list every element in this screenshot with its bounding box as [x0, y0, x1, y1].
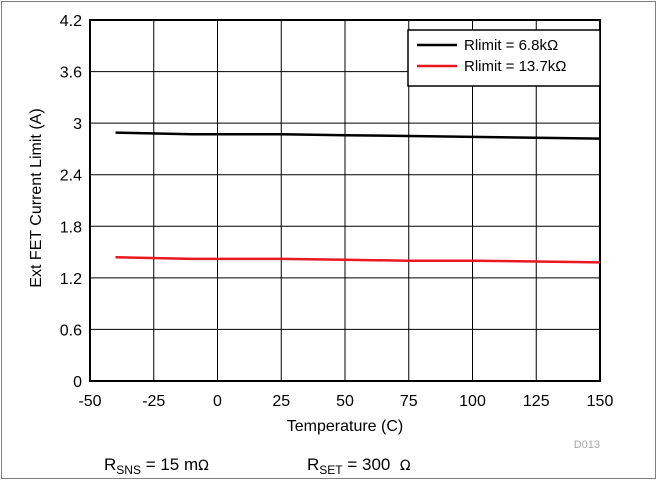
x-tick-label: 50 [336, 393, 354, 410]
y-tick-label: 0.6 [60, 322, 82, 339]
legend-label-2: Rlimit = 13.7kΩ [464, 58, 567, 75]
legend-label-1: Rlimit = 6.8kΩ [464, 37, 558, 54]
y-tick-label: 3.6 [60, 65, 82, 82]
rset-unit: Ω [399, 458, 411, 474]
rset-note: RSET = 300 Ω [307, 455, 411, 477]
y-tick-label: 1.2 [60, 271, 82, 288]
rset-value: = 300 [342, 455, 400, 474]
y-tick-label: 1.8 [60, 219, 82, 236]
x-tick-label: -50 [78, 393, 101, 410]
y-tick-label: 4.2 [60, 13, 82, 30]
y-tick-label: 3 [73, 116, 82, 133]
x-tick-label: 0 [213, 393, 222, 410]
legend: Rlimit = 6.8kΩ Rlimit = 13.7kΩ [407, 29, 601, 87]
rset-subscript: SET [319, 463, 343, 477]
figure-code: D013 [574, 439, 600, 451]
x-tick-label: 100 [459, 393, 486, 410]
x-axis: -50 -25 0 25 50 75 100 125 150 [78, 393, 613, 410]
legend-box [407, 29, 601, 87]
rsns-subscript: SNS [116, 463, 141, 477]
y-tick-label: 2.4 [60, 168, 82, 185]
series-lines [115, 131, 601, 264]
x-axis-title: Temperature (C) [287, 418, 403, 435]
series-line-2 [115, 255, 601, 264]
rset-symbol: R [307, 455, 320, 474]
x-tick-label: 125 [523, 393, 550, 410]
plot-area [89, 19, 601, 382]
rsns-value: = 15 m [140, 455, 199, 474]
x-tick-label: -25 [142, 393, 165, 410]
x-tick-label: 150 [587, 393, 614, 410]
rsns-symbol: R [104, 455, 117, 474]
x-tick-label: 75 [400, 393, 418, 410]
series-line-1 [115, 131, 601, 140]
rsns-unit: Ω [198, 458, 209, 474]
rsns-note: RSNS = 15 mΩ [104, 455, 209, 477]
x-tick-label: 25 [272, 393, 290, 410]
y-axis-title: Ext FET Current Limit (A) [28, 108, 45, 287]
y-tick-label: 0 [73, 374, 82, 391]
y-axis: 0 0.6 1.2 1.8 2.4 3 3.6 4.2 [60, 13, 82, 391]
